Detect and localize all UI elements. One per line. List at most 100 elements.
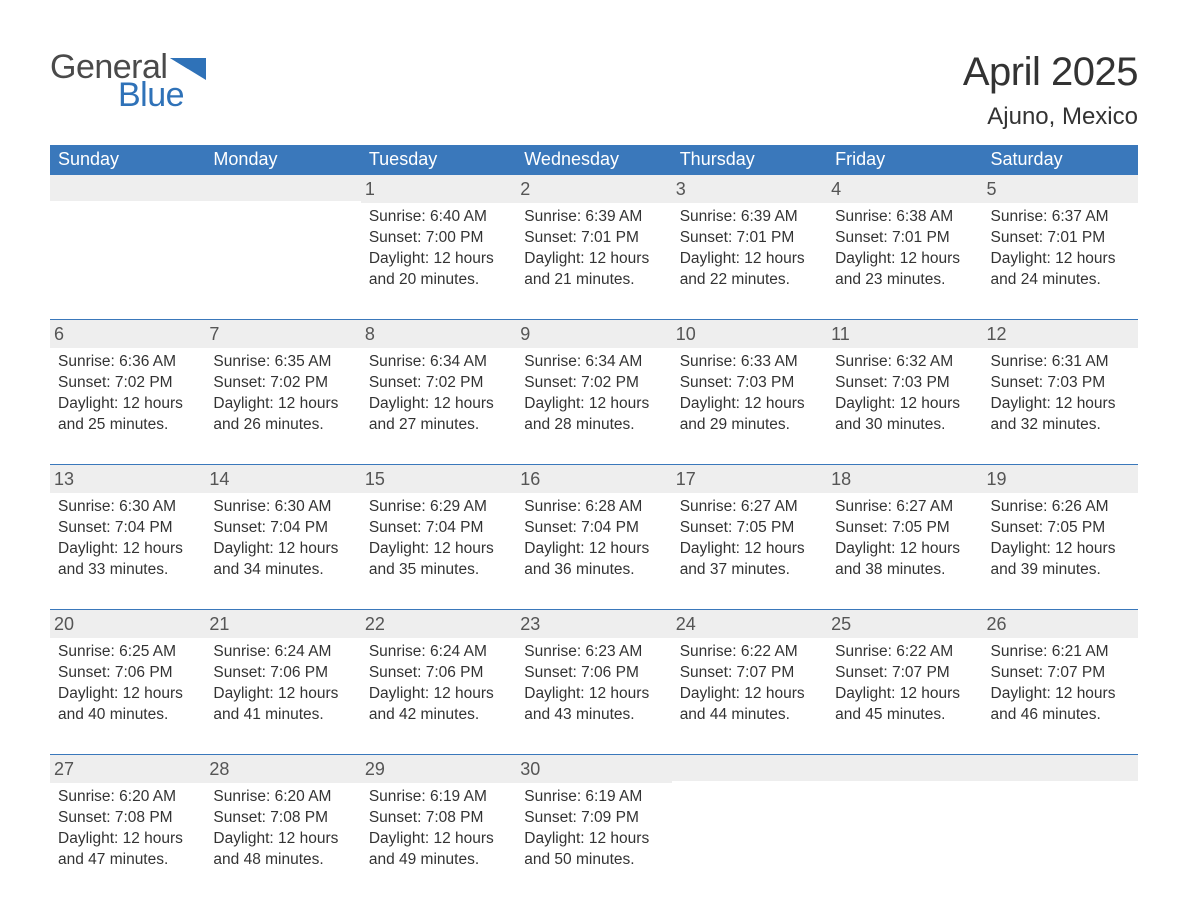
day-cell: 9Sunrise: 6:34 AMSunset: 7:02 PMDaylight… [516,319,671,464]
day-detail-line: Sunset: 7:04 PM [213,518,352,539]
logo-text-blue: Blue [118,78,206,112]
week-row: 1Sunrise: 6:40 AMSunset: 7:00 PMDaylight… [50,175,1138,320]
day-detail-line: Daylight: 12 hours [524,394,663,415]
day-detail-line: Sunrise: 6:39 AM [680,207,819,228]
calendar-table: Sunday Monday Tuesday Wednesday Thursday… [50,145,1138,899]
day-cell: 23Sunrise: 6:23 AMSunset: 7:06 PMDayligh… [516,609,671,754]
day-detail-line: Sunrise: 6:38 AM [835,207,974,228]
day-number [827,755,982,781]
day-detail-line: Sunset: 7:04 PM [524,518,663,539]
header: General Blue April 2025 Ajuno, Mexico [50,50,1138,131]
day-detail-line: and 50 minutes. [524,850,663,871]
day-details: Sunrise: 6:35 AMSunset: 7:02 PMDaylight:… [211,352,354,436]
day-detail-line: Daylight: 12 hours [524,539,663,560]
day-cell: 25Sunrise: 6:22 AMSunset: 7:07 PMDayligh… [827,609,982,754]
day-number: 16 [516,465,671,493]
day-details: Sunrise: 6:25 AMSunset: 7:06 PMDaylight:… [56,642,199,726]
day-detail-line: Sunrise: 6:22 AM [835,642,974,663]
day-number: 30 [516,755,671,783]
day-detail-line: and 29 minutes. [680,415,819,436]
day-detail-line: Daylight: 12 hours [524,684,663,705]
day-detail-line: and 33 minutes. [58,560,197,581]
day-detail-line: Sunset: 7:03 PM [991,373,1130,394]
day-details: Sunrise: 6:30 AMSunset: 7:04 PMDaylight:… [211,497,354,581]
day-number: 8 [361,320,516,348]
day-detail-line: and 44 minutes. [680,705,819,726]
day-cell: 19Sunrise: 6:26 AMSunset: 7:05 PMDayligh… [983,464,1138,609]
day-detail-line: Daylight: 12 hours [991,684,1130,705]
day-detail-line: and 41 minutes. [213,705,352,726]
day-detail-line: Sunrise: 6:20 AM [213,787,352,808]
day-details: Sunrise: 6:27 AMSunset: 7:05 PMDaylight:… [833,497,976,581]
month-title: April 2025 [963,50,1138,95]
day-cell: 30Sunrise: 6:19 AMSunset: 7:09 PMDayligh… [516,754,671,898]
day-detail-line: Daylight: 12 hours [835,249,974,270]
day-number: 5 [983,175,1138,203]
day-detail-line: and 30 minutes. [835,415,974,436]
day-cell: 15Sunrise: 6:29 AMSunset: 7:04 PMDayligh… [361,464,516,609]
day-cell: 11Sunrise: 6:32 AMSunset: 7:03 PMDayligh… [827,319,982,464]
day-cell: 4 Sunrise: 6:38 AMSunset: 7:01 PMDaylight… [827,175,982,320]
day-detail-line: and 27 minutes. [369,415,508,436]
day-number: 22 [361,610,516,638]
day-detail-line: Sunrise: 6:34 AM [369,352,508,373]
day-detail-line: and 28 minutes. [524,415,663,436]
day-detail-line: and 43 minutes. [524,705,663,726]
day-detail-line: Daylight: 12 hours [369,539,508,560]
day-details: Sunrise: 6:26 AMSunset: 7:05 PMDaylight:… [989,497,1132,581]
day-detail-line: Daylight: 12 hours [680,394,819,415]
day-details: Sunrise: 6:22 AMSunset: 7:07 PMDaylight:… [833,642,976,726]
day-cell: 17Sunrise: 6:27 AMSunset: 7:05 PMDayligh… [672,464,827,609]
day-detail-line: and 35 minutes. [369,560,508,581]
day-detail-line: Sunrise: 6:24 AM [369,642,508,663]
day-detail-line: Sunrise: 6:25 AM [58,642,197,663]
day-detail-line: Sunrise: 6:19 AM [369,787,508,808]
day-number: 15 [361,465,516,493]
day-detail-line: and 40 minutes. [58,705,197,726]
day-detail-line: and 39 minutes. [991,560,1130,581]
day-detail-line: Sunset: 7:04 PM [58,518,197,539]
day-detail-line: and 21 minutes. [524,270,663,291]
day-cell: 13Sunrise: 6:30 AMSunset: 7:04 PMDayligh… [50,464,205,609]
day-detail-line: Sunrise: 6:31 AM [991,352,1130,373]
day-detail-line: Sunset: 7:07 PM [835,663,974,684]
day-detail-line: and 37 minutes. [680,560,819,581]
day-detail-line: Daylight: 12 hours [369,829,508,850]
day-cell: 3Sunrise: 6:39 AMSunset: 7:01 PMDaylight… [672,175,827,320]
day-cell: 26Sunrise: 6:21 AMSunset: 7:07 PMDayligh… [983,609,1138,754]
day-detail-line: Daylight: 12 hours [680,249,819,270]
day-details: Sunrise: 6:22 AMSunset: 7:07 PMDaylight:… [678,642,821,726]
day-detail-line: Daylight: 12 hours [991,394,1130,415]
day-number: 4 [827,175,982,203]
day-detail-line: Sunrise: 6:21 AM [991,642,1130,663]
day-number: 12 [983,320,1138,348]
day-detail-line: Daylight: 12 hours [680,684,819,705]
day-detail-line: Sunrise: 6:34 AM [524,352,663,373]
day-detail-line: Daylight: 12 hours [369,249,508,270]
day-number [983,755,1138,781]
day-number: 6 [50,320,205,348]
day-cell: 7Sunrise: 6:35 AMSunset: 7:02 PMDaylight… [205,319,360,464]
day-detail-line: and 36 minutes. [524,560,663,581]
day-detail-line: Sunset: 7:07 PM [991,663,1130,684]
day-detail-line: Daylight: 12 hours [524,249,663,270]
day-detail-line: Daylight: 12 hours [369,684,508,705]
day-number: 9 [516,320,671,348]
day-number: 17 [672,465,827,493]
day-detail-line: Daylight: 12 hours [58,829,197,850]
day-detail-line: Sunrise: 6:40 AM [369,207,508,228]
day-cell: 18Sunrise: 6:27 AMSunset: 7:05 PMDayligh… [827,464,982,609]
day-detail-line: Sunset: 7:01 PM [835,228,974,249]
dow-friday: Friday [827,145,982,175]
day-detail-line: Daylight: 12 hours [835,684,974,705]
day-detail-line: Sunrise: 6:33 AM [680,352,819,373]
day-detail-line: Sunrise: 6:26 AM [991,497,1130,518]
day-number: 29 [361,755,516,783]
day-detail-line: and 34 minutes. [213,560,352,581]
dow-tuesday: Tuesday [361,145,516,175]
day-number: 20 [50,610,205,638]
day-cell [672,754,827,898]
day-cell [205,175,360,320]
day-cell: 21Sunrise: 6:24 AMSunset: 7:06 PMDayligh… [205,609,360,754]
day-details: Sunrise: 6:20 AMSunset: 7:08 PMDaylight:… [56,787,199,871]
